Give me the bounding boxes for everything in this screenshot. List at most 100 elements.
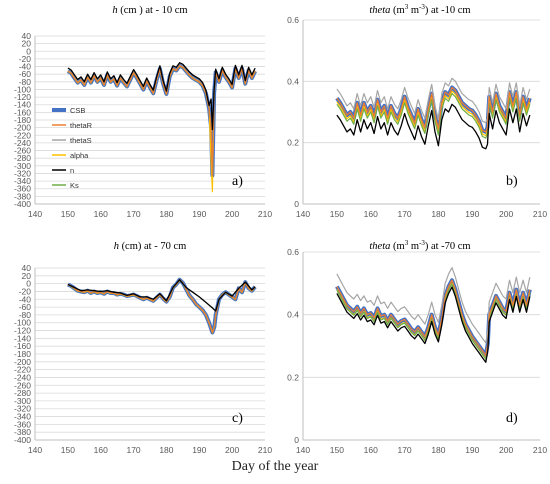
y-tick-label: -20: [19, 286, 32, 296]
y-tick-label: 0.2: [287, 372, 299, 382]
y-tick-label: -60: [19, 69, 32, 79]
y-tick-label: 0: [26, 279, 31, 289]
title-rest: (cm ) at - 10 cm: [118, 5, 188, 16]
panel-label-b: b): [506, 174, 518, 189]
y-tick-label: 0.6: [287, 247, 299, 257]
panel-label-d: d): [506, 411, 518, 426]
y-tick-label: -40: [19, 294, 32, 304]
y-tick-label: -160: [14, 107, 31, 117]
y-tick-label: -220: [14, 365, 31, 375]
series-line-n: [336, 103, 531, 150]
title-variable: theta: [369, 5, 390, 16]
x-axis-label: Day of the year: [231, 459, 319, 474]
x-tick-label: 190: [192, 209, 206, 219]
y-tick-label: -320: [14, 404, 31, 414]
series-line-Ks: [67, 279, 256, 334]
legend-label-alpha: alpha: [70, 151, 89, 160]
y-tick-label: -360: [14, 184, 31, 194]
title-unit: m: [408, 241, 419, 252]
chart-panel-c: 40200-20-40-60-80-100-120-140-160-180-20…: [14, 241, 272, 455]
legend-label-thetaR: thetaR: [70, 121, 93, 130]
title-superscript: -3: [419, 239, 425, 247]
x-tick-label: 200: [499, 445, 513, 455]
title-superscript: 3: [405, 3, 409, 11]
title-unit: (m: [390, 241, 404, 252]
y-tick-label: -380: [14, 427, 31, 437]
series-line-CSB: [66, 63, 257, 178]
x-tick-label: 200: [225, 445, 239, 455]
y-tick-label: 0.2: [287, 138, 299, 148]
y-tick-label: -180: [14, 115, 31, 125]
legend-label-CSB: CSB: [70, 106, 85, 115]
y-tick-label: -240: [14, 372, 31, 382]
x-tick-label: 140: [28, 445, 42, 455]
legend: CSB thetaR thetaS alpha n Ks: [52, 106, 93, 190]
x-tick-label: 190: [465, 445, 479, 455]
y-tick-label: 40: [22, 263, 32, 273]
series-line-Ks: [336, 283, 531, 360]
x-tick-label: 200: [499, 209, 513, 219]
y-tick-label: 20: [22, 39, 32, 49]
chart-title-b: theta (m3 m-3) at -10 cm: [369, 3, 470, 16]
y-tick-label: -140: [14, 100, 31, 110]
chart-panel-a: 40200-20-40-60-80-100-120-140-160-180-20…: [14, 5, 272, 219]
panel-label-c: c): [232, 411, 243, 426]
y-tick-label: -380: [14, 191, 31, 201]
y-tick-label: -80: [19, 310, 32, 320]
series-line-n: [67, 62, 256, 131]
x-tick-label: 180: [159, 445, 173, 455]
y-tick-label: -340: [14, 176, 31, 186]
series-line-thetaS: [67, 278, 256, 333]
x-tick-label: 190: [192, 445, 206, 455]
series-line-thetaR: [336, 279, 531, 356]
x-tick-label: 170: [397, 445, 411, 455]
y-tick-label: -20: [19, 54, 32, 64]
series-line-alpha: [67, 279, 256, 334]
y-tick-label: 40: [22, 31, 32, 41]
series-line-n: [67, 279, 256, 312]
x-tick-label: 140: [296, 209, 310, 219]
chart-title-d: theta (m3 m-3) at -70 cm: [369, 239, 470, 252]
y-tick-label: -100: [14, 318, 31, 328]
x-tick-label: 150: [61, 209, 75, 219]
chart-title-c: h (cm) at - 70 cm: [114, 241, 187, 252]
x-tick-label: 170: [126, 209, 140, 219]
y-tick-label: -280: [14, 153, 31, 163]
x-tick-label: 150: [330, 445, 344, 455]
y-tick-label: 0: [294, 435, 299, 445]
series-line-n: [336, 286, 531, 363]
title-unit: m: [408, 5, 419, 16]
legend-label-thetaS: thetaS: [70, 136, 92, 145]
y-tick-label: 0: [26, 46, 31, 56]
x-tick-label: 200: [225, 209, 239, 219]
series-line-Ks: [336, 93, 531, 139]
series-line-CSB: [67, 277, 257, 335]
y-tick-label: -100: [14, 84, 31, 94]
y-tick-label: 0: [294, 199, 299, 209]
x-tick-label: 170: [126, 445, 140, 455]
y-tick-label: -240: [14, 138, 31, 148]
y-tick-label: 0.6: [287, 15, 299, 25]
y-tick-label: -80: [19, 77, 32, 87]
x-tick-label: 160: [364, 445, 378, 455]
x-tick-label: 140: [296, 445, 310, 455]
title-unit: (m: [390, 5, 404, 16]
y-tick-label: -260: [14, 380, 31, 390]
y-tick-label: -160: [14, 341, 31, 351]
series-line-thetaR: [67, 279, 256, 334]
y-tick-label: -260: [14, 146, 31, 156]
title-variable: h: [114, 241, 119, 252]
x-tick-label: 160: [94, 445, 108, 455]
title-superscript: 3: [405, 239, 409, 247]
y-tick-label: 20: [22, 271, 32, 281]
title-rest: ) at -70 cm: [425, 241, 471, 252]
x-tick-label: 180: [159, 209, 173, 219]
y-tick-label: -120: [14, 326, 31, 336]
x-tick-label: 150: [330, 209, 344, 219]
y-tick-label: -180: [14, 349, 31, 359]
y-tick-label: 0.4: [287, 76, 299, 86]
y-tick-label: -220: [14, 130, 31, 140]
y-tick-label: -360: [14, 419, 31, 429]
title-rest: ) at -10 cm: [425, 5, 471, 16]
